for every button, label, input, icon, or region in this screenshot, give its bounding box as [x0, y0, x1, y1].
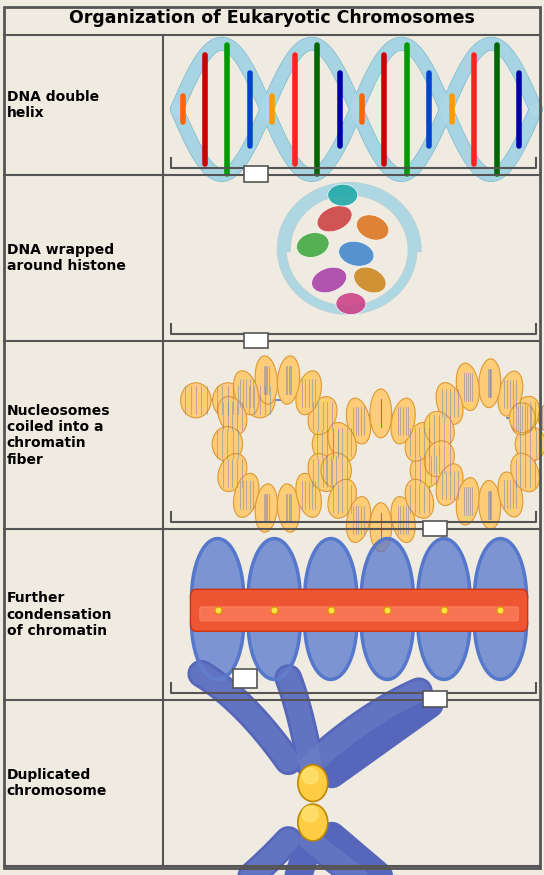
- Bar: [423, 521, 447, 536]
- Ellipse shape: [424, 441, 454, 477]
- Polygon shape: [305, 623, 357, 679]
- Text: DNA double
helix: DNA double helix: [7, 90, 98, 120]
- Ellipse shape: [218, 453, 247, 492]
- Ellipse shape: [456, 363, 479, 410]
- Ellipse shape: [436, 382, 463, 424]
- Ellipse shape: [479, 359, 500, 408]
- Ellipse shape: [328, 423, 356, 461]
- Polygon shape: [191, 539, 244, 598]
- Text: Organization of Eukaryotic Chromosomes: Organization of Eukaryotic Chromosomes: [69, 10, 475, 27]
- Ellipse shape: [538, 403, 544, 433]
- Ellipse shape: [336, 292, 366, 314]
- Ellipse shape: [298, 765, 327, 802]
- Ellipse shape: [370, 502, 392, 552]
- Ellipse shape: [511, 396, 540, 435]
- Ellipse shape: [321, 453, 351, 488]
- Ellipse shape: [328, 480, 356, 518]
- Polygon shape: [474, 623, 527, 679]
- Ellipse shape: [436, 464, 463, 506]
- Ellipse shape: [296, 371, 322, 415]
- Text: DNA wrapped
around histone: DNA wrapped around histone: [7, 243, 126, 273]
- Ellipse shape: [370, 389, 392, 438]
- Ellipse shape: [424, 411, 454, 447]
- Ellipse shape: [312, 267, 347, 293]
- Ellipse shape: [456, 478, 479, 525]
- Ellipse shape: [511, 453, 540, 492]
- Ellipse shape: [498, 371, 523, 416]
- Ellipse shape: [296, 233, 329, 257]
- Ellipse shape: [308, 396, 337, 435]
- Ellipse shape: [391, 497, 415, 542]
- Ellipse shape: [213, 383, 243, 418]
- Ellipse shape: [347, 398, 370, 444]
- Polygon shape: [248, 539, 300, 598]
- Polygon shape: [248, 623, 300, 679]
- Ellipse shape: [277, 356, 300, 404]
- Ellipse shape: [255, 356, 277, 404]
- Ellipse shape: [255, 484, 277, 532]
- Text: Nucleosomes
coiled into a
chromatin
fiber: Nucleosomes coiled into a chromatin fibe…: [7, 404, 110, 466]
- Ellipse shape: [317, 206, 352, 232]
- Polygon shape: [418, 539, 470, 598]
- Ellipse shape: [327, 184, 358, 206]
- Ellipse shape: [356, 215, 389, 240]
- Text: Further
condensation
of chromatin: Further condensation of chromatin: [7, 592, 112, 638]
- Ellipse shape: [181, 383, 211, 418]
- Ellipse shape: [405, 423, 434, 461]
- Ellipse shape: [347, 497, 370, 542]
- Ellipse shape: [354, 267, 386, 293]
- Ellipse shape: [509, 403, 535, 433]
- Ellipse shape: [277, 484, 300, 532]
- Text: Duplicated
chromosome: Duplicated chromosome: [7, 768, 107, 798]
- Ellipse shape: [302, 806, 318, 822]
- Polygon shape: [361, 539, 413, 598]
- Polygon shape: [305, 539, 357, 598]
- FancyBboxPatch shape: [190, 590, 528, 632]
- Ellipse shape: [308, 453, 337, 492]
- Ellipse shape: [391, 398, 415, 444]
- FancyBboxPatch shape: [200, 607, 518, 621]
- Polygon shape: [191, 623, 244, 679]
- Ellipse shape: [405, 480, 434, 518]
- Ellipse shape: [296, 473, 322, 517]
- Bar: [244, 166, 268, 182]
- Ellipse shape: [498, 472, 523, 517]
- Ellipse shape: [302, 768, 318, 784]
- Ellipse shape: [410, 453, 441, 488]
- Ellipse shape: [312, 427, 343, 462]
- Ellipse shape: [298, 804, 327, 841]
- Ellipse shape: [218, 396, 247, 435]
- Ellipse shape: [233, 371, 259, 415]
- Ellipse shape: [515, 427, 544, 462]
- Ellipse shape: [339, 242, 374, 266]
- Ellipse shape: [479, 480, 500, 529]
- Ellipse shape: [245, 383, 275, 418]
- Polygon shape: [418, 623, 470, 679]
- Bar: [423, 691, 447, 707]
- Bar: [244, 332, 268, 348]
- Ellipse shape: [233, 473, 259, 517]
- Polygon shape: [361, 623, 413, 679]
- Bar: [233, 668, 257, 688]
- Ellipse shape: [212, 427, 243, 462]
- Polygon shape: [474, 539, 527, 598]
